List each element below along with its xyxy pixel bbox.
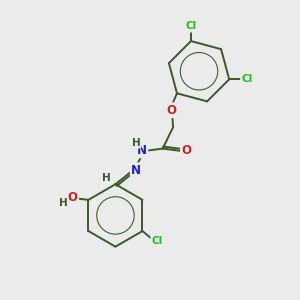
Text: Cl: Cl <box>185 21 197 31</box>
Text: O: O <box>166 104 176 117</box>
Text: N: N <box>131 164 141 177</box>
Text: N: N <box>137 144 147 157</box>
Text: O: O <box>68 191 78 204</box>
Text: O: O <box>182 145 191 158</box>
Text: Cl: Cl <box>242 74 253 84</box>
Text: H: H <box>132 138 140 148</box>
Text: H: H <box>59 198 68 208</box>
Text: Cl: Cl <box>152 236 163 247</box>
Text: H: H <box>102 173 110 183</box>
